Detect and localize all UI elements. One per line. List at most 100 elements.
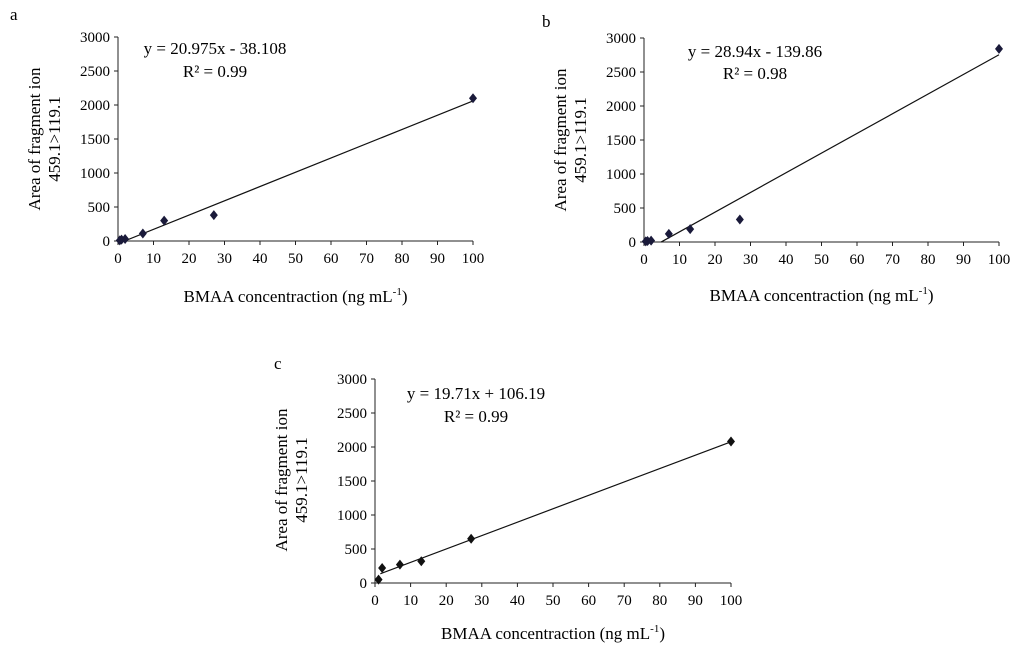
data-point — [467, 533, 476, 544]
y-axis-title-line2: 459.1>119.1 — [571, 97, 590, 182]
y-tick-label: 500 — [614, 201, 637, 217]
x-tick-label: 0 — [640, 252, 648, 268]
y-tick-label: 1500 — [606, 133, 636, 149]
trendline — [124, 100, 474, 242]
data-point — [378, 563, 387, 574]
chart-panel-c: c 0 500 1000 1500 2000 2500 3000 0 10 20 30 40 50 60 70… — [250, 345, 770, 654]
r-squared: R² = 0.99 — [183, 62, 247, 81]
panel-label: b — [542, 12, 551, 31]
x-tick-label: 20 — [708, 252, 723, 268]
x-tick-label: 50 — [546, 593, 561, 609]
data-point — [735, 214, 744, 225]
trendline — [380, 441, 732, 575]
x-tick-label: 30 — [743, 252, 758, 268]
y-tick-label: 500 — [88, 200, 111, 216]
y-tick-label: 0 — [360, 576, 368, 592]
y-axis-title-line2: 459.1>119.1 — [292, 437, 311, 522]
data-point — [121, 233, 130, 244]
trendline — [660, 54, 1000, 243]
y-axis-title-line1: Area of fragment ion — [551, 68, 570, 212]
x-axis-title-main: BMAA concentraction (ng mL — [710, 286, 919, 305]
x-axis-title-main: BMAA concentraction (ng mL — [441, 624, 650, 643]
x-axis-title-superscript: -1 — [393, 286, 402, 298]
y-tick-label: 0 — [103, 234, 111, 250]
x-tick-label: 10 — [146, 251, 161, 267]
y-tick-label: 1500 — [80, 132, 110, 148]
x-tick-label: 10 — [672, 252, 687, 268]
x-axis-title-end: ) — [402, 287, 408, 306]
x-tick-label: 50 — [814, 252, 829, 268]
x-tick-label: 20 — [182, 251, 197, 267]
x-tick-label: 90 — [956, 252, 971, 268]
r-squared: R² = 0.99 — [444, 407, 508, 426]
y-tick-label: 2000 — [80, 98, 110, 114]
data-point — [664, 228, 673, 239]
y-axis-title-line1: Area of fragment ion — [25, 67, 44, 211]
x-tick-label: 20 — [439, 593, 454, 609]
x-tick-label: 60 — [581, 593, 596, 609]
x-axis-title-main: BMAA concentraction (ng mL — [184, 287, 393, 306]
y-tick-label: 2500 — [606, 65, 636, 81]
x-tick-label: 100 — [988, 252, 1011, 268]
panel-label: a — [10, 5, 18, 24]
y-tick-label: 2500 — [80, 64, 110, 80]
data-point — [374, 574, 383, 585]
trend-equation: y = 20.975x - 38.108 — [144, 39, 287, 58]
y-tick-label: 500 — [345, 542, 368, 558]
x-axis-title: BMAA concentraction (ng mL-1) — [441, 623, 665, 643]
y-tick-label: 1500 — [337, 474, 367, 490]
x-tick-label: 40 — [253, 251, 268, 267]
y-tick-label: 2000 — [606, 99, 636, 115]
x-axis-title-superscript: -1 — [919, 285, 928, 297]
data-point — [469, 93, 477, 104]
data-point — [395, 559, 404, 570]
chart-panel-a: a 0 500 1000 1500 2000 2500 3000 0 10 20 30 40 50 60 70… — [0, 0, 520, 320]
panel-label: c — [274, 354, 282, 373]
x-axis-title: BMAA concentraction (ng mL-1) — [184, 286, 408, 306]
chart-panel-b: b 0 500 1000 1500 2000 2500 3000 0 10 20 30 40 50 60 70… — [524, 0, 1024, 320]
x-tick-label: 100 — [720, 593, 743, 609]
y-tick-label: 0 — [629, 235, 637, 251]
data-point — [417, 556, 426, 567]
x-tick-label: 100 — [462, 251, 485, 267]
x-tick-label: 90 — [430, 251, 445, 267]
y-tick-label: 2500 — [337, 406, 367, 422]
y-axis-title-line1: Area of fragment ion — [272, 408, 291, 552]
x-tick-label: 30 — [474, 593, 489, 609]
trend-equation: y = 19.71x + 106.19 — [407, 384, 545, 403]
y-tick-label: 1000 — [606, 167, 636, 183]
x-tick-label: 70 — [359, 251, 374, 267]
x-tick-label: 70 — [617, 593, 632, 609]
x-tick-label: 40 — [510, 593, 525, 609]
x-tick-label: 80 — [395, 251, 410, 267]
data-point — [138, 228, 147, 239]
x-tick-label: 80 — [921, 252, 936, 268]
x-tick-label: 80 — [652, 593, 667, 609]
x-tick-label: 60 — [324, 251, 339, 267]
chart-c-svg: c 0 500 1000 1500 2000 2500 3000 0 10 20 30 40 50 60 70… — [272, 354, 743, 643]
x-tick-label: 0 — [371, 593, 379, 609]
x-tick-label: 0 — [114, 251, 122, 267]
x-tick-label: 40 — [779, 252, 794, 268]
x-axis-title-superscript: -1 — [650, 623, 659, 635]
x-axis-title-end: ) — [928, 286, 934, 305]
y-tick-label: 2000 — [337, 440, 367, 456]
y-axis-title-line2: 459.1>119.1 — [45, 96, 64, 181]
data-point — [727, 436, 735, 447]
y-tick-label: 3000 — [80, 30, 110, 46]
r-squared: R² = 0.98 — [723, 64, 787, 83]
chart-b-svg: b 0 500 1000 1500 2000 2500 3000 0 10 20 30 40 50 60 70… — [542, 12, 1011, 305]
data-point — [647, 235, 656, 246]
y-tick-label: 3000 — [606, 31, 636, 47]
y-tick-label: 3000 — [337, 372, 367, 388]
x-tick-label: 30 — [217, 251, 232, 267]
data-point — [209, 210, 218, 221]
x-tick-label: 70 — [885, 252, 900, 268]
x-axis-title: BMAA concentraction (ng mL-1) — [710, 285, 934, 305]
x-tick-label: 10 — [403, 593, 418, 609]
x-tick-label: 50 — [288, 251, 303, 267]
trend-equation: y = 28.94x - 139.86 — [688, 42, 822, 61]
chart-a-svg: a 0 500 1000 1500 2000 2500 3000 0 10 20 30 40 50 60 70… — [10, 5, 485, 306]
x-tick-label: 90 — [688, 593, 703, 609]
data-point — [995, 43, 1003, 54]
